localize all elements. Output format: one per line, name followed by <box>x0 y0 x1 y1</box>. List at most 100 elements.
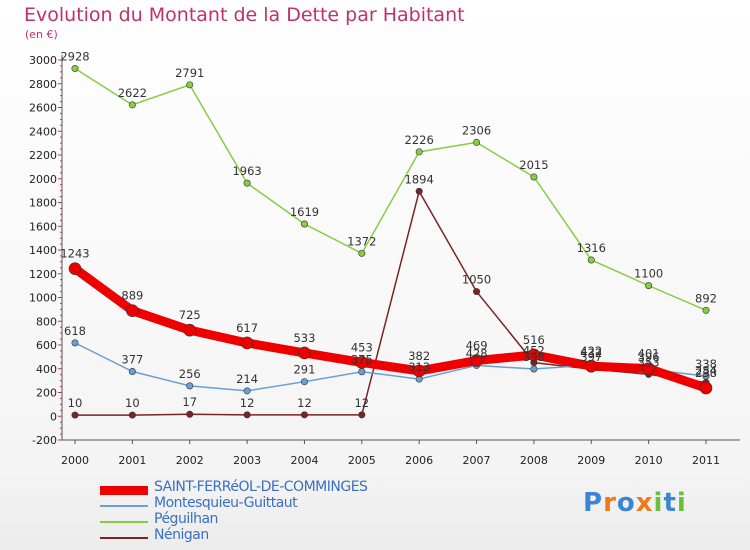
y-tick-label: -200 <box>32 434 57 447</box>
y-tick-label: 800 <box>36 315 57 328</box>
data-point <box>473 288 481 296</box>
data-label: 533 <box>293 331 315 345</box>
data-point <box>358 411 366 419</box>
data-point <box>527 348 541 362</box>
legend-label: Montesquieu-Guittaut <box>154 495 298 511</box>
data-point <box>300 378 308 386</box>
data-label: 1100 <box>634 267 663 281</box>
data-point <box>71 339 79 347</box>
data-label: 432 <box>580 346 602 360</box>
chart-unit-label: (en €) <box>25 28 58 41</box>
legend-swatch <box>100 521 148 523</box>
data-label: 2226 <box>405 133 434 147</box>
y-tick-label: 2600 <box>29 102 57 115</box>
data-label: 2622 <box>118 86 147 100</box>
y-tick-label: 2800 <box>29 78 57 91</box>
data-label: 10 <box>68 396 83 410</box>
data-label: 2015 <box>519 158 548 172</box>
data-point <box>71 411 79 419</box>
y-tick-label: 1800 <box>29 197 57 210</box>
logo-letter: t <box>663 488 677 518</box>
data-point <box>412 364 426 378</box>
data-point <box>240 336 254 350</box>
data-point <box>584 359 598 373</box>
data-point <box>470 354 483 367</box>
y-tick-label: 1000 <box>29 292 57 305</box>
logo-letter: P <box>583 488 604 518</box>
y-tick-label: 1600 <box>29 220 57 233</box>
data-label: 382 <box>408 349 430 363</box>
data-label: 17 <box>182 395 197 409</box>
data-label: 291 <box>293 363 315 377</box>
series-line <box>74 67 707 312</box>
data-point <box>702 372 710 380</box>
data-point <box>530 173 538 181</box>
data-label: 1619 <box>290 205 319 219</box>
data-label: 1316 <box>577 241 606 255</box>
y-tick-label: 400 <box>36 363 57 376</box>
data-point <box>530 365 538 373</box>
data-label: 10 <box>125 396 140 410</box>
y-tick-label: 200 <box>36 387 57 400</box>
data-label: 12 <box>240 396 255 410</box>
data-point <box>186 382 194 390</box>
data-label: 284 <box>695 364 717 378</box>
y-tick-label: 2000 <box>29 173 57 186</box>
data-label: 1894 <box>405 172 434 186</box>
data-label: 397 <box>580 350 602 364</box>
data-point <box>128 411 136 419</box>
data-label: 401 <box>638 347 660 361</box>
x-tick-label: 2008 <box>520 454 548 467</box>
data-label: 1372 <box>347 234 376 248</box>
data-point <box>300 411 308 419</box>
data-point <box>71 65 79 73</box>
data-label: 256 <box>179 367 201 381</box>
data-point <box>243 387 251 395</box>
data-label: 353 <box>638 355 660 369</box>
y-tick-label: 0 <box>50 410 57 423</box>
x-tick-label: 2004 <box>290 454 318 467</box>
y-tick-label: 1200 <box>29 268 57 281</box>
data-label: 428 <box>466 346 488 360</box>
data-label: 375 <box>351 353 373 367</box>
y-tick-label: 3000 <box>29 54 57 67</box>
data-label: 377 <box>121 352 143 366</box>
x-tick-label: 2003 <box>233 454 261 467</box>
y-tick-label: 1400 <box>29 244 57 257</box>
data-point <box>186 410 194 418</box>
legend-label: SAINT-FERRéOL-DE-COMMINGES <box>154 479 368 495</box>
data-label: 422 <box>580 344 602 358</box>
data-label: 889 <box>121 289 143 303</box>
data-label: 396 <box>638 350 660 364</box>
data-label: 469 <box>466 339 488 353</box>
y-tick-label: 600 <box>36 339 57 352</box>
data-label: 1963 <box>232 164 261 178</box>
data-label: 516 <box>523 333 545 347</box>
data-point <box>473 138 481 146</box>
y-tick-label: 2200 <box>29 149 57 162</box>
x-tick-label: 2011 <box>692 454 720 467</box>
x-tick-label: 2006 <box>405 454 433 467</box>
data-point <box>243 179 251 187</box>
data-label: 238 <box>695 366 717 380</box>
data-point <box>587 256 595 264</box>
data-point <box>243 411 251 419</box>
series-line <box>70 264 711 393</box>
x-tick-label: 2002 <box>176 454 204 467</box>
logo-letter: i <box>676 488 687 518</box>
data-point <box>702 306 710 314</box>
data-point <box>300 220 308 228</box>
data-label: 398 <box>523 350 545 364</box>
data-point <box>355 356 369 369</box>
data-label: 214 <box>236 372 258 386</box>
x-tick-label: 2001 <box>118 454 146 467</box>
data-label: 1243 <box>60 247 89 261</box>
data-point <box>128 367 136 375</box>
y-tick-label: 2400 <box>29 125 57 138</box>
data-point <box>298 346 311 360</box>
chart-title: Evolution du Montant de la Dette par Hab… <box>24 4 465 26</box>
legend-swatch <box>100 505 148 507</box>
data-label: 2791 <box>175 66 204 80</box>
data-point <box>183 323 197 337</box>
